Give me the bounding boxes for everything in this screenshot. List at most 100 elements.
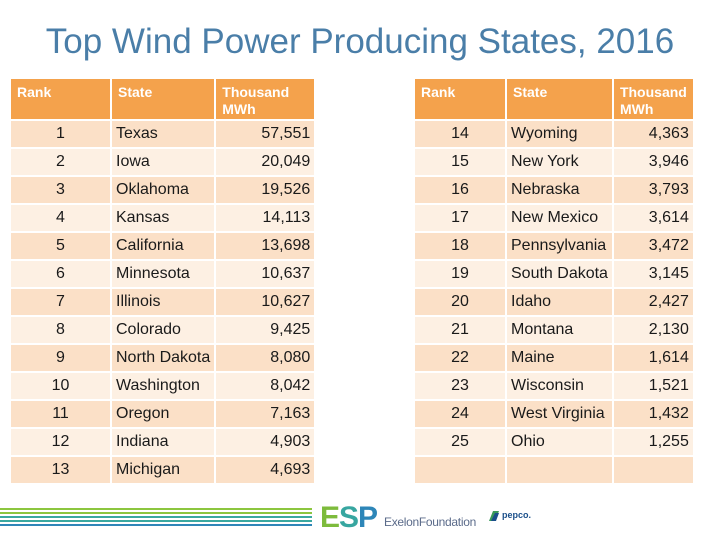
rank-cell: 22 xyxy=(415,345,505,371)
state-cell: California xyxy=(112,233,215,259)
table-row: 3 Oklahoma 19,526 xyxy=(11,177,315,203)
header-value-line1: Thousand xyxy=(619,84,687,100)
table-row: 19 South Dakota 3,145 xyxy=(415,261,693,287)
table-row: 18 Pennsylvania 3,472 xyxy=(415,233,693,259)
table-row: 16 Nebraska 3,793 xyxy=(415,177,693,203)
state-cell: Pennsylvania xyxy=(507,233,612,259)
exelon-foundation-logo: ExelonFoundation xyxy=(384,515,476,529)
value-cell: 1,614 xyxy=(613,345,693,371)
state-cell xyxy=(507,457,612,483)
state-cell: Montana xyxy=(507,317,612,343)
rank-cell: 8 xyxy=(11,317,110,343)
table-row: 25 Ohio 1,255 xyxy=(415,429,693,455)
value-cell: 3,614 xyxy=(613,205,693,231)
state-cell: New Mexico xyxy=(507,205,612,231)
table-row: 7 Illinois 10,627 xyxy=(11,289,315,315)
state-cell: Oklahoma xyxy=(112,177,215,203)
value-cell: 4,903 xyxy=(216,429,315,455)
table-row: 1 Texas 57,551 xyxy=(11,121,315,147)
table-row: 13 Michigan 4,693 xyxy=(11,457,315,483)
esp-logo-s: S xyxy=(339,501,359,534)
table-row: 11 Oregon 7,163 xyxy=(11,401,315,427)
value-cell: 3,472 xyxy=(613,233,693,259)
rank-cell: 13 xyxy=(11,457,110,483)
table-row: 8 Colorado 9,425 xyxy=(11,317,315,343)
header-value-line2: MWh xyxy=(619,101,654,117)
rank-cell: 14 xyxy=(415,121,505,147)
rank-cell: 11 xyxy=(11,401,110,427)
page-title: Top Wind Power Producing States, 2016 xyxy=(45,22,675,61)
esp-logo-p: P xyxy=(358,501,378,534)
state-cell: Wyoming xyxy=(507,121,612,147)
state-cell: Washington xyxy=(112,373,215,399)
rank-cell: 20 xyxy=(415,289,505,315)
table-body-right: 14 Wyoming 4,363 15 New York 3,946 16 Nebraska 3… xyxy=(415,121,693,483)
table-row xyxy=(415,457,693,483)
table-row: 22 Maine 1,614 xyxy=(415,345,693,371)
value-cell: 2,130 xyxy=(613,317,693,343)
rank-cell: 12 xyxy=(11,429,110,455)
table-row: 6 Minnesota 10,637 xyxy=(11,261,315,287)
value-cell: 1,521 xyxy=(613,373,693,399)
header-value-line2: MWh xyxy=(222,101,256,117)
value-cell: 57,551 xyxy=(216,121,315,147)
header-rank: Rank xyxy=(415,79,505,119)
rank-cell: 18 xyxy=(415,233,505,259)
stripe-line xyxy=(0,520,312,522)
rank-cell: 15 xyxy=(415,149,505,175)
value-cell: 10,637 xyxy=(216,261,315,287)
wind-table-ranks-1-13: Rank State Thousand MWh 1 Texas 57,551 2 Iow… xyxy=(9,77,317,485)
table-row: 24 West Virginia 1,432 xyxy=(415,401,693,427)
state-cell: Indiana xyxy=(112,429,215,455)
rank-cell: 21 xyxy=(415,317,505,343)
table-header-row: Rank State Thousand MWh xyxy=(415,79,693,119)
rank-cell: 19 xyxy=(415,261,505,287)
value-cell xyxy=(613,457,693,483)
header-value-line1: Thousand xyxy=(222,84,290,100)
stripe-line xyxy=(0,512,312,514)
value-cell: 3,145 xyxy=(613,261,693,287)
header-rank: Rank xyxy=(11,79,110,119)
rank-cell: 17 xyxy=(415,205,505,231)
value-cell: 7,163 xyxy=(216,401,315,427)
rank-cell: 7 xyxy=(11,289,110,315)
table-row: 2 Iowa 20,049 xyxy=(11,149,315,175)
header-state: State xyxy=(112,79,215,119)
esp-logo: ESP xyxy=(320,501,378,535)
table-row: 5 California 13,698 xyxy=(11,233,315,259)
state-cell: Ohio xyxy=(507,429,612,455)
value-cell: 1,432 xyxy=(613,401,693,427)
state-cell: Iowa xyxy=(112,149,215,175)
state-cell: Michigan xyxy=(112,457,215,483)
value-cell: 14,113 xyxy=(216,205,315,231)
state-cell: North Dakota xyxy=(112,345,215,371)
rank-cell: 3 xyxy=(11,177,110,203)
value-cell: 3,793 xyxy=(613,177,693,203)
state-cell: New York xyxy=(507,149,612,175)
table-row: 21 Montana 2,130 xyxy=(415,317,693,343)
rank-cell: 16 xyxy=(415,177,505,203)
rank-cell: 4 xyxy=(11,205,110,231)
header-value: Thousand MWh xyxy=(613,79,693,119)
rank-cell: 10 xyxy=(11,373,110,399)
stripe-line xyxy=(0,508,312,510)
rank-cell: 23 xyxy=(415,373,505,399)
rank-cell: 9 xyxy=(11,345,110,371)
state-cell: Illinois xyxy=(112,289,215,315)
footer-stripes xyxy=(0,508,312,530)
state-cell: Colorado xyxy=(112,317,215,343)
value-cell: 20,049 xyxy=(216,149,315,175)
rank-cell: 5 xyxy=(11,233,110,259)
value-cell: 1,255 xyxy=(613,429,693,455)
rank-cell: 2 xyxy=(11,149,110,175)
state-cell: South Dakota xyxy=(507,261,612,287)
state-cell: West Virginia xyxy=(507,401,612,427)
rank-cell: 25 xyxy=(415,429,505,455)
value-cell: 19,526 xyxy=(216,177,315,203)
table-row: 4 Kansas 14,113 xyxy=(11,205,315,231)
table-row: 15 New York 3,946 xyxy=(415,149,693,175)
state-cell: Idaho xyxy=(507,289,612,315)
state-cell: Kansas xyxy=(112,205,215,231)
table-row: 23 Wisconsin 1,521 xyxy=(415,373,693,399)
pepco-leaf-icon xyxy=(489,511,499,521)
